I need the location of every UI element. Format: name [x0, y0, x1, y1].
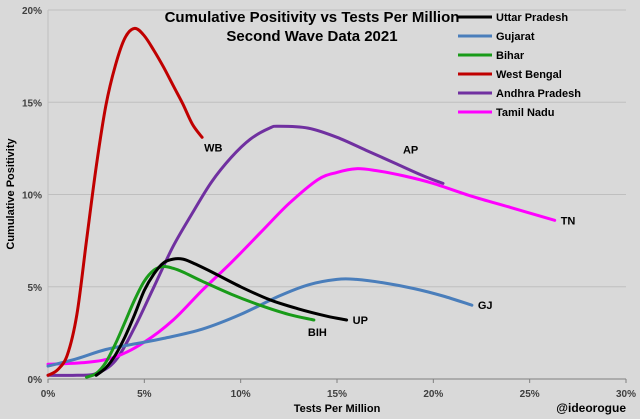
x-tick-label: 15%: [327, 389, 347, 400]
x-tick-label: 20%: [423, 389, 443, 400]
legend-label-tamil-nadu: Tamil Nadu: [496, 107, 554, 119]
y-tick-label: 5%: [28, 283, 43, 294]
x-tick-label: 25%: [520, 389, 540, 400]
legend-label-andhra-pradesh: Andhra Pradesh: [496, 88, 581, 100]
x-tick-label: 30%: [616, 389, 636, 400]
end-label-bih: BIH: [308, 327, 327, 339]
series-lines: [46, 26, 557, 379]
series-line-west-bengal: [46, 26, 204, 377]
x-tick-labels: 0% 5% 10% 15% 20% 25% 30%: [41, 379, 636, 400]
x-axis-label: Tests Per Million: [294, 403, 381, 415]
watermark: @ideorogue: [556, 401, 626, 415]
legend-label-gujarat: Gujarat: [496, 31, 535, 43]
y-tick-labels: 0% 5% 10% 15% 20%: [22, 6, 42, 386]
end-label-tn: TN: [561, 215, 576, 227]
y-tick-label: 15%: [22, 98, 42, 109]
end-labels: AP TN GJ BIH UP WB: [204, 142, 575, 339]
end-label-gj: GJ: [478, 300, 493, 312]
legend-label-uttar-pradesh: Uttar Pradesh: [496, 12, 568, 24]
legend: Uttar Pradesh Gujarat Bihar West Bengal Andh…: [458, 12, 581, 119]
legend-label-bihar: Bihar: [496, 50, 525, 62]
x-tick-label: 0%: [41, 389, 56, 400]
end-label-wb: WB: [204, 142, 222, 154]
y-tick-label: 10%: [22, 191, 42, 202]
y-tick-label: 0%: [28, 375, 43, 386]
chart-subtitle: Second Wave Data 2021: [226, 28, 397, 45]
y-tick-label: 20%: [22, 6, 42, 17]
x-tick-label: 10%: [231, 389, 251, 400]
series-line-andhra-pradesh: [46, 124, 445, 377]
end-label-up: UP: [353, 315, 368, 327]
series-line-uttar-pradesh: [94, 257, 349, 377]
legend-label-west-bengal: West Bengal: [496, 69, 562, 81]
chart-title: Cumulative Positivity vs Tests Per Milli…: [165, 9, 460, 26]
end-label-ap: AP: [403, 144, 418, 156]
y-axis-label: Cumulative Positivity: [5, 137, 17, 249]
x-tick-label: 5%: [137, 389, 152, 400]
